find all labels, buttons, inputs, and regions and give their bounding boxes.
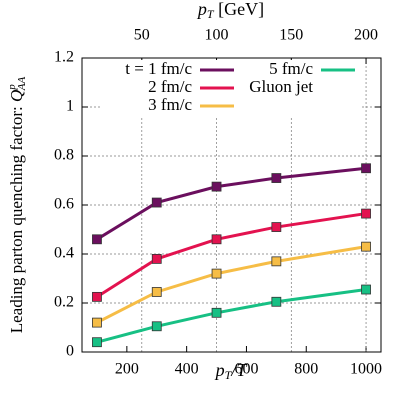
- label-part: T: [207, 7, 215, 21]
- y-tick-label: 0: [66, 343, 74, 360]
- x2-tick-label: 100: [205, 27, 229, 44]
- x-tick-label: 200: [115, 361, 139, 378]
- x-tick-label: 400: [175, 361, 199, 378]
- legend-label: t = 1 fm/c: [125, 59, 192, 78]
- x-tick-label: 600: [234, 361, 258, 378]
- x2-tick-label: 200: [354, 27, 378, 44]
- y-tick-label: 0.8: [54, 147, 74, 164]
- marker: [271, 173, 282, 183]
- marker: [271, 222, 282, 232]
- x-tick-label: 800: [294, 361, 318, 378]
- marker: [271, 296, 282, 307]
- series-line: [96, 212, 367, 299]
- y-axis-label: Leading parton quenching factor: QpAA: [6, 76, 28, 333]
- legend-label: 2 fm/c: [148, 77, 192, 96]
- y-tick-label: 1.2: [54, 49, 74, 66]
- label-part: /T: [230, 360, 248, 380]
- marker: [361, 208, 371, 219]
- marker: [151, 321, 162, 332]
- y-tick-label: 0.4: [54, 245, 74, 262]
- marker: [271, 256, 282, 267]
- marker: [92, 234, 102, 245]
- marker: [211, 181, 222, 192]
- legend-label: Gluon jet: [249, 77, 313, 96]
- marker: [211, 268, 222, 279]
- marker: [151, 287, 162, 297]
- x2-tick-label: 150: [279, 27, 303, 44]
- label-part: [GeV]: [214, 0, 264, 19]
- y-tick-label: 1: [66, 98, 74, 115]
- marker: [92, 291, 102, 302]
- x-tick-label: 1000: [350, 361, 382, 378]
- x2-tick-label: 50: [134, 27, 150, 44]
- marker: [151, 197, 162, 208]
- marker: [92, 337, 102, 348]
- series-line: [96, 166, 367, 241]
- label-part: p: [6, 84, 18, 91]
- marker: [92, 317, 102, 328]
- marker: [211, 234, 222, 245]
- plot-frame: [81, 57, 382, 353]
- label-part: p: [196, 0, 207, 19]
- x-axis-label: pT/T: [214, 360, 249, 382]
- marker: [361, 163, 371, 174]
- marker: [151, 253, 162, 264]
- label-part: Q: [7, 90, 26, 102]
- marker: [361, 241, 371, 252]
- y-tick-label: 0.2: [54, 294, 74, 311]
- label-part: p: [214, 360, 225, 380]
- label-part: T: [225, 368, 233, 382]
- label-part: Leading parton quenching factor:: [7, 102, 26, 333]
- label-part: AA: [16, 76, 28, 91]
- legend-label: 3 fm/c: [148, 95, 192, 114]
- series-line: [96, 288, 367, 344]
- marker: [211, 307, 222, 318]
- x2-axis-label: pT [GeV]: [196, 0, 264, 21]
- legend-label: 5 fm/c: [269, 59, 313, 78]
- marker: [361, 284, 371, 295]
- y-tick-label: 0.6: [54, 196, 74, 213]
